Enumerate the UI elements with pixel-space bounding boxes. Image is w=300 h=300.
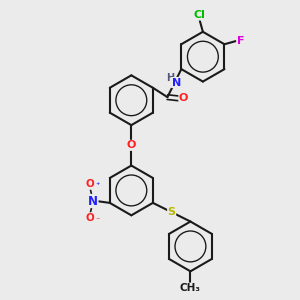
Text: N: N xyxy=(88,194,98,208)
Text: N: N xyxy=(172,77,181,88)
Text: F: F xyxy=(237,36,244,46)
Text: ⁻: ⁻ xyxy=(95,215,100,224)
Text: H: H xyxy=(166,73,174,83)
Text: O: O xyxy=(179,93,188,103)
Text: CH₃: CH₃ xyxy=(180,283,201,293)
Text: O: O xyxy=(85,213,94,223)
Text: S: S xyxy=(168,207,176,217)
Text: ⁺: ⁺ xyxy=(95,181,100,190)
Text: O: O xyxy=(127,140,136,150)
Text: Cl: Cl xyxy=(194,10,206,20)
Text: O: O xyxy=(85,179,94,189)
